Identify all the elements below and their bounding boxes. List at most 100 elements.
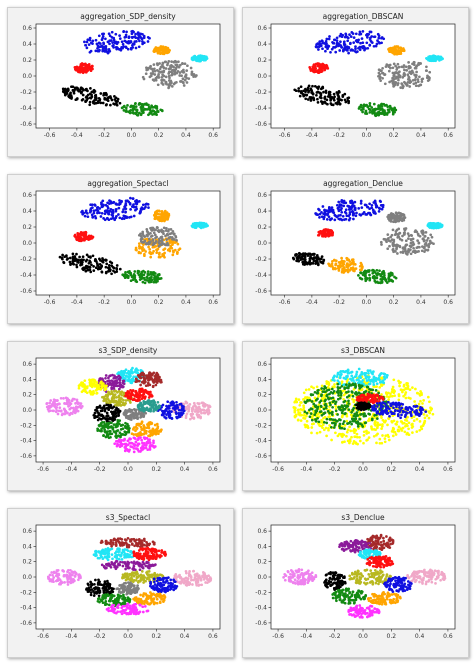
data-point [143,235,147,238]
data-point [79,263,82,267]
data-point [396,45,400,48]
data-point [359,261,363,265]
data-point [137,111,141,115]
data-point [101,32,104,36]
data-point [134,32,137,36]
data-point [303,257,306,261]
data-point [427,242,431,246]
data-point [147,401,151,404]
data-point [109,404,113,407]
data-point [158,62,161,65]
data-point [106,266,110,270]
data-point [161,73,164,77]
data-point [124,374,128,378]
data-point [102,399,106,403]
y-tick-label: 0.2 [22,57,32,64]
data-point [78,88,82,92]
data-point [75,67,79,70]
data-point [167,404,171,408]
data-point [140,109,144,112]
x-tick-label: -0.6 [279,132,291,139]
data-point [381,277,385,280]
data-point [164,229,168,232]
data-point [324,89,328,93]
data-point [344,201,348,205]
data-point [420,249,424,253]
data-point [393,275,396,279]
data-point [94,409,98,412]
data-point [378,73,382,76]
data-point [164,67,168,70]
data-point [152,249,155,253]
data-point [411,241,415,244]
data-point [428,59,432,62]
data-point [404,418,407,422]
data-point [105,384,108,388]
data-point [132,112,136,115]
data-point [154,104,157,108]
data-point [355,432,359,436]
data-point [107,32,111,36]
y-tick-label: 0.6 [22,361,32,368]
data-point [336,101,340,104]
data-point [390,212,393,215]
scatter-plot: s3_SDP_density-0.6 -0.4 -0.2 0.0 0.2 0.4 0.60.… [8,342,233,490]
x-tick-label: -0.6 [44,132,56,139]
data-point [116,381,119,385]
data-point [129,437,132,441]
data-point [342,48,345,52]
data-point [144,250,147,253]
data-point [357,274,360,277]
data-point [375,269,379,272]
data-point [83,68,87,72]
data-point [326,212,330,216]
data-point [138,246,141,250]
data-point [119,385,122,389]
data-point [317,207,320,211]
data-point [338,34,342,38]
data-point [349,205,353,209]
data-point [320,69,324,73]
data-point [134,46,138,50]
data-point [98,377,102,381]
data-point [151,239,155,242]
data-point [428,226,432,229]
data-point [134,208,137,212]
data-point [126,47,130,51]
data-point [192,55,196,59]
data-point [130,445,134,449]
data-point [342,43,346,47]
data-point [75,407,78,411]
data-point [399,250,403,254]
data-point [306,98,310,101]
data-point [389,218,393,222]
data-point [155,407,159,411]
y-tick-label: -0.4 [255,272,267,279]
data-point [351,268,355,272]
data-point [171,230,175,233]
chart-panel: aggregation_DBSCAN -0.6 -0.4 -0.2 0.0 0.2 0.4 0… [242,7,469,157]
data-point [154,428,157,432]
data-point [137,411,141,415]
data-point [407,237,410,240]
data-point [385,240,388,244]
data-point [81,382,84,386]
data-point [84,231,88,235]
data-point [302,260,306,264]
data-point [108,199,111,202]
data-point [90,93,93,97]
data-point [106,417,110,421]
data-point [56,412,60,416]
data-point [197,405,201,409]
data-point [322,90,325,94]
data-point [141,241,145,244]
x-tick-label: 0.4 [416,299,426,306]
data-point [327,37,331,41]
data-point [431,412,435,416]
data-point [113,390,116,393]
data-point [76,88,80,92]
data-point [173,81,177,85]
data-point [79,402,83,405]
data-point [69,91,72,95]
data-point [110,389,113,393]
